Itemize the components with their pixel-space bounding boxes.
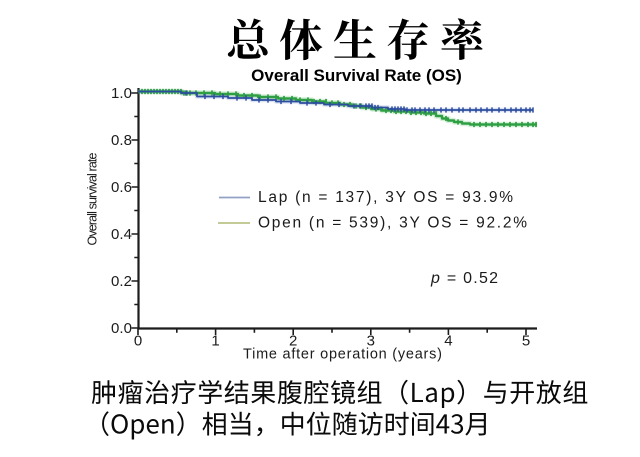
svg-text:1.0: 1.0 [111,85,132,102]
svg-text:0.6: 0.6 [111,179,132,196]
svg-text:p = 0.52: p = 0.52 [430,270,498,287]
svg-text:5: 5 [522,333,530,350]
svg-text:3: 3 [367,333,375,350]
svg-text:0: 0 [134,333,142,350]
svg-text:0.8: 0.8 [111,132,132,149]
svg-text:0.2: 0.2 [111,273,132,290]
svg-text:0.4: 0.4 [111,226,132,243]
svg-text:1: 1 [211,333,219,350]
svg-text:4: 4 [444,333,452,350]
svg-text:Open (n = 539), 3Y OS = 92.2%: Open (n = 539), 3Y OS = 92.2% [258,215,527,232]
svg-text:0.0: 0.0 [111,320,132,337]
svg-text:2: 2 [289,333,297,350]
svg-text:Lap (n = 137), 3Y OS = 93.9%: Lap (n = 137), 3Y OS = 93.9% [258,189,513,206]
svg-text:Overall survival rate: Overall survival rate [86,152,100,245]
svg-text:Time after operation (years): Time after operation (years) [243,347,442,363]
